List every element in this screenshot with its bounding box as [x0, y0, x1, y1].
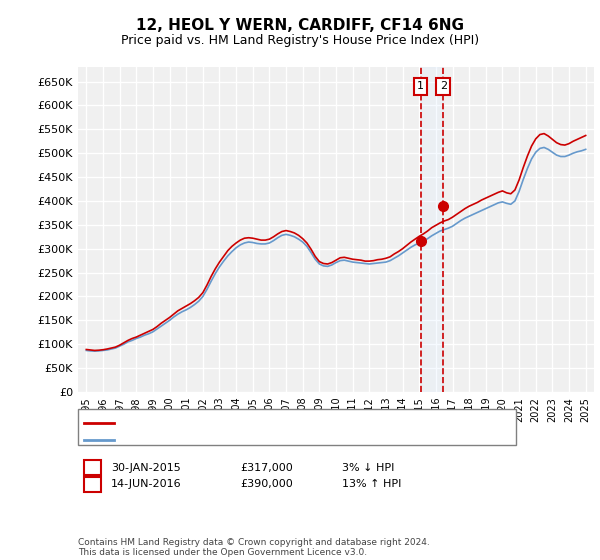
Text: Contains HM Land Registry data © Crown copyright and database right 2024.
This d: Contains HM Land Registry data © Crown c…: [78, 538, 430, 557]
Text: 14-JUN-2016: 14-JUN-2016: [111, 479, 182, 489]
Text: 1: 1: [89, 463, 96, 473]
Text: 3% ↓ HPI: 3% ↓ HPI: [342, 463, 394, 473]
Text: 12, HEOL Y WERN, CARDIFF, CF14 6NG (detached house): 12, HEOL Y WERN, CARDIFF, CF14 6NG (deta…: [120, 418, 417, 428]
Text: 2: 2: [440, 81, 447, 91]
Bar: [421, 67, 443, 392]
Text: HPI: Average price, detached house, Cardiff: HPI: Average price, detached house, Card…: [120, 435, 348, 445]
Text: £390,000: £390,000: [240, 479, 293, 489]
Text: 1: 1: [417, 81, 424, 91]
Text: 12, HEOL Y WERN, CARDIFF, CF14 6NG: 12, HEOL Y WERN, CARDIFF, CF14 6NG: [136, 18, 464, 32]
Text: Price paid vs. HM Land Registry's House Price Index (HPI): Price paid vs. HM Land Registry's House …: [121, 34, 479, 47]
Text: 30-JAN-2015: 30-JAN-2015: [111, 463, 181, 473]
Text: 2: 2: [89, 479, 96, 489]
Text: £317,000: £317,000: [240, 463, 293, 473]
Text: 13% ↑ HPI: 13% ↑ HPI: [342, 479, 401, 489]
